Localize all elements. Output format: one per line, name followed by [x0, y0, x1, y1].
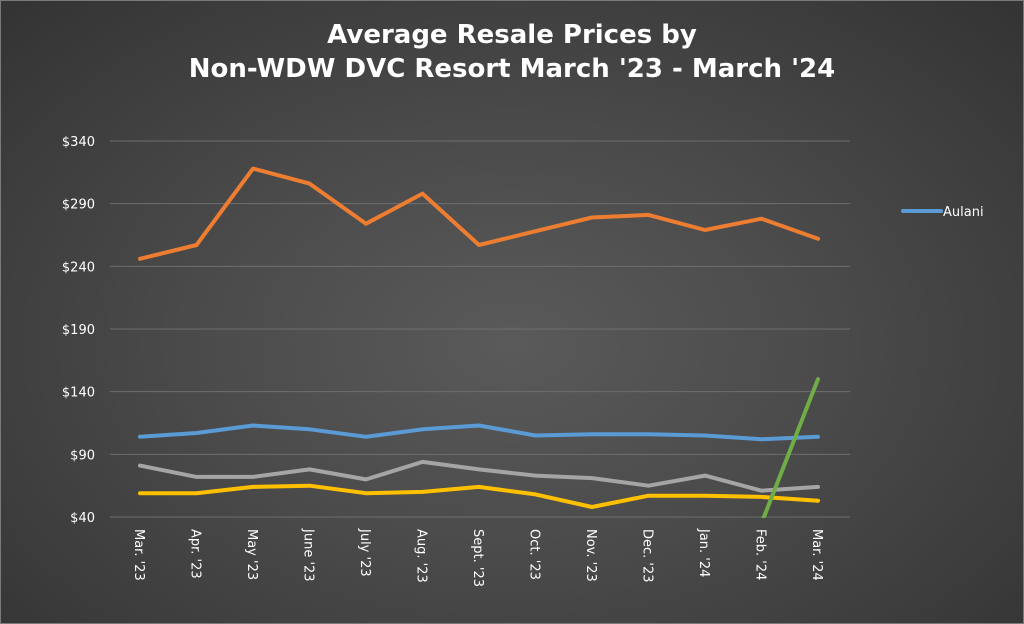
x-tick-label: Aug. '23: [414, 529, 429, 583]
y-tick-label: $90: [70, 448, 95, 463]
legend-label-aulani: Aulani: [943, 205, 984, 220]
y-tick-label: $140: [62, 386, 95, 401]
series-line-3: [138, 483, 820, 509]
chart-title-line2: Non-WDW DVC Resort March '23 - March '24: [188, 54, 836, 84]
x-tick-label: Dec. '23: [640, 529, 655, 583]
y-tick-label: $240: [62, 260, 95, 275]
gridlines: [110, 140, 850, 518]
series-line-2: [138, 459, 820, 493]
series-line-1: [138, 166, 820, 261]
x-tick-label: May '23: [244, 529, 259, 580]
y-axis-ticks: $40 $90 $140 $190 $240 $290 $340: [62, 135, 95, 526]
chart-title: Average Resale Prices by Non-WDW DVC Res…: [0, 18, 1024, 86]
legend: Aulani: [901, 205, 984, 220]
x-tick-label: June '23: [301, 528, 316, 582]
x-tick-label: Apr. '23: [188, 529, 203, 579]
x-tick-label: Sept. '23: [470, 529, 485, 587]
y-tick-label: $190: [62, 323, 95, 338]
x-tick-label: Oct. '23: [527, 529, 542, 580]
y-tick-label: $40: [70, 511, 95, 526]
series-line-4: [761, 377, 820, 518]
series-lines: [138, 166, 820, 518]
y-tick-label: $290: [62, 198, 95, 213]
x-tick-label: Jan. '24: [696, 528, 711, 577]
x-axis-ticks: Mar. '23 Apr. '23 May '23 June '23 July '23 A…: [131, 528, 824, 587]
x-tick-label: Mar. '24: [809, 529, 824, 581]
x-tick-label: Mar. '23: [131, 529, 146, 581]
chart-title-line1: Average Resale Prices by: [327, 20, 697, 50]
series-line-0: [138, 423, 820, 442]
x-tick-label: Nov. '23: [583, 529, 598, 582]
x-tick-label: Feb. '24: [753, 529, 768, 580]
x-tick-label: July '23: [357, 528, 372, 577]
y-tick-label: $340: [62, 135, 95, 150]
